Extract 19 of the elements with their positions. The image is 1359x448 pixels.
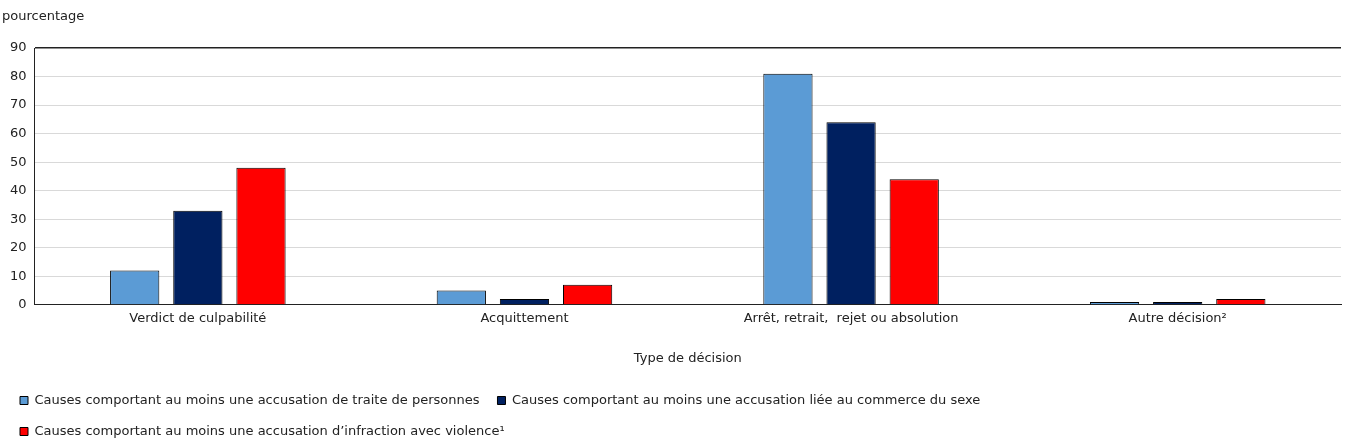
y-tick-label: 0 [18, 296, 27, 312]
x-axis-title: Type de décision [632, 349, 742, 365]
y-tick-label: 60 [10, 124, 27, 140]
x-tick-label: Verdict de culpabilité [129, 309, 267, 325]
y-tick-label: 10 [10, 267, 27, 283]
y-tick-label: 80 [10, 67, 27, 83]
y-axis-title: pourcentage [2, 7, 85, 23]
legend-label: Causes comportant au moins une accusation liée au commerce du sexe [511, 391, 981, 407]
y-tick-label: 90 [10, 39, 27, 55]
y-tick-label: 40 [10, 182, 27, 198]
y-tick-label: 70 [10, 96, 27, 112]
x-tick-label: Acquittement [480, 309, 569, 325]
y-tick-label: 30 [10, 210, 27, 226]
y-tick-label: 20 [10, 239, 27, 255]
x-tick-label: Arrêt, retrait, rejet ou absolution [743, 309, 959, 325]
legend-label: Causes comportant au moins une accusation d’infraction avec violence¹ [34, 422, 505, 438]
y-tick-label: 50 [10, 153, 27, 169]
x-tick-label: Autre décision² [1128, 309, 1227, 325]
legend-label: Causes comportant au moins une accusation de traite de personnes [34, 391, 480, 407]
